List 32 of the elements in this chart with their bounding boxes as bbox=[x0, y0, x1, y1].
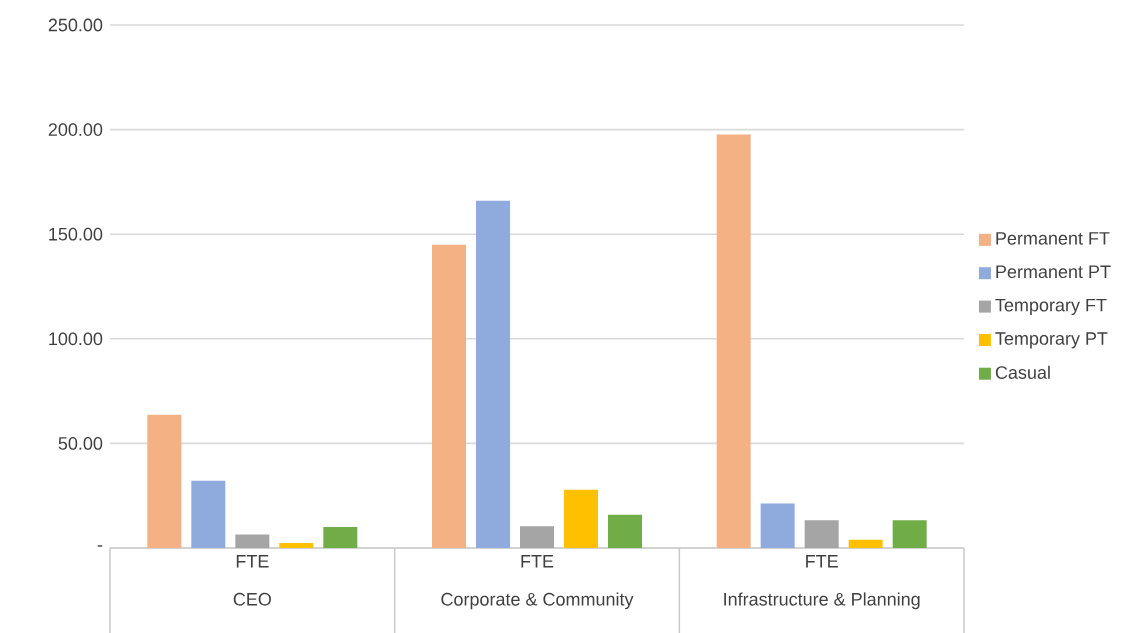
legend-label: Casual bbox=[995, 365, 1050, 379]
x-tick-label: CEO bbox=[233, 592, 271, 606]
y-tick-label: 100.00 bbox=[49, 332, 103, 346]
y-tick-label: - bbox=[97, 545, 103, 547]
text: FTE bbox=[236, 555, 269, 568]
y-tick-label: 200.00 bbox=[48, 123, 103, 136]
bar bbox=[848, 539, 883, 548]
x-tick-label: Corporate & Community bbox=[441, 592, 634, 610]
bar bbox=[235, 534, 270, 548]
bar bbox=[323, 527, 358, 548]
y-tick-label: 250.00 bbox=[48, 18, 103, 32]
bar bbox=[892, 520, 927, 548]
legend-label: Temporary PT bbox=[995, 332, 1108, 349]
x-tick-label: Infrastructure & Planning bbox=[724, 592, 920, 610]
legend-label: Temporary FT bbox=[995, 298, 1107, 316]
bar bbox=[760, 503, 795, 548]
bar bbox=[716, 134, 751, 548]
bar bbox=[476, 200, 511, 548]
text: FTE bbox=[806, 555, 838, 568]
bar bbox=[191, 480, 226, 548]
bar bbox=[608, 514, 643, 548]
bar bbox=[804, 520, 839, 548]
bar bbox=[147, 414, 182, 548]
text: FTE bbox=[521, 555, 554, 568]
legend-label: Permanent PT bbox=[996, 265, 1111, 279]
bar bbox=[279, 542, 314, 548]
bar bbox=[432, 244, 467, 548]
y-tick-label: 50.00 bbox=[58, 437, 103, 450]
bar bbox=[564, 489, 599, 548]
y-tick-label: 150.00 bbox=[49, 227, 103, 241]
bar bbox=[520, 526, 555, 548]
legend-label: Permanent FT bbox=[996, 232, 1110, 245]
